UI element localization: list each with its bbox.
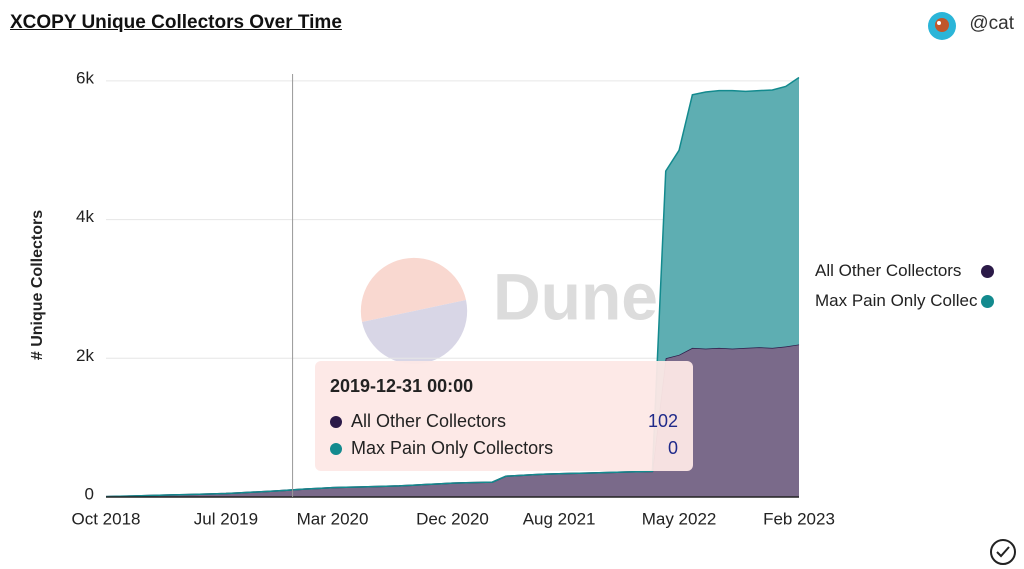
legend-label: All Other Collectors bbox=[815, 261, 962, 280]
tooltip-dot bbox=[330, 415, 342, 428]
watermark-text: Dune bbox=[493, 259, 658, 333]
y-tick-label: 4k bbox=[76, 207, 94, 226]
user-name[interactable]: @cat bbox=[969, 13, 1014, 34]
x-tick-label: Mar 2020 bbox=[297, 509, 369, 528]
watermark: Dune bbox=[360, 257, 658, 365]
check-icon[interactable] bbox=[988, 537, 1018, 567]
x-tick-label: Feb 2023 bbox=[763, 509, 835, 528]
avatar[interactable] bbox=[927, 11, 957, 41]
legend-item[interactable]: All Other Collectors bbox=[815, 261, 994, 281]
x-tick-label: Oct 2018 bbox=[72, 509, 141, 528]
legend-item[interactable]: Max Pain Only Collectors bbox=[815, 291, 994, 311]
x-tick-label: May 2022 bbox=[642, 509, 717, 528]
tooltip-row: Max Pain Only Collectors 0 bbox=[330, 438, 678, 459]
tooltip-row: All Other Collectors 102 bbox=[330, 411, 678, 432]
y-tick-label: 2k bbox=[76, 346, 94, 365]
y-tick-label: 6k bbox=[76, 68, 94, 87]
y-tick-label: 0 bbox=[85, 484, 94, 503]
tooltip-value: 102 bbox=[647, 411, 678, 431]
area-line bbox=[105, 76, 800, 498]
x-tick-label: Dec 2020 bbox=[416, 509, 489, 528]
y-axis-label: # Unique Collectors bbox=[29, 210, 46, 360]
legend-dot bbox=[981, 264, 994, 278]
tooltip-value: 0 bbox=[667, 438, 678, 458]
tooltip-title: 2019-12-31 00:00 bbox=[330, 376, 474, 396]
tooltip-dot bbox=[330, 442, 342, 455]
x-tick-label: Aug 2021 bbox=[523, 509, 596, 528]
legend-label: Max Pain Only Collectors bbox=[815, 291, 977, 310]
x-tick-label: Jul 2019 bbox=[194, 509, 258, 528]
area bbox=[106, 77, 799, 497]
legend-dot bbox=[981, 294, 994, 308]
chart-title: XCOPY Unique Collectors Over Time bbox=[10, 12, 342, 33]
tooltip: 2019-12-31 00:00 All Other Collectors 102… bbox=[315, 361, 693, 471]
tooltip-name: Max Pain Only Collectors bbox=[351, 438, 554, 458]
tooltip-name: All Other Collectors bbox=[351, 411, 507, 431]
